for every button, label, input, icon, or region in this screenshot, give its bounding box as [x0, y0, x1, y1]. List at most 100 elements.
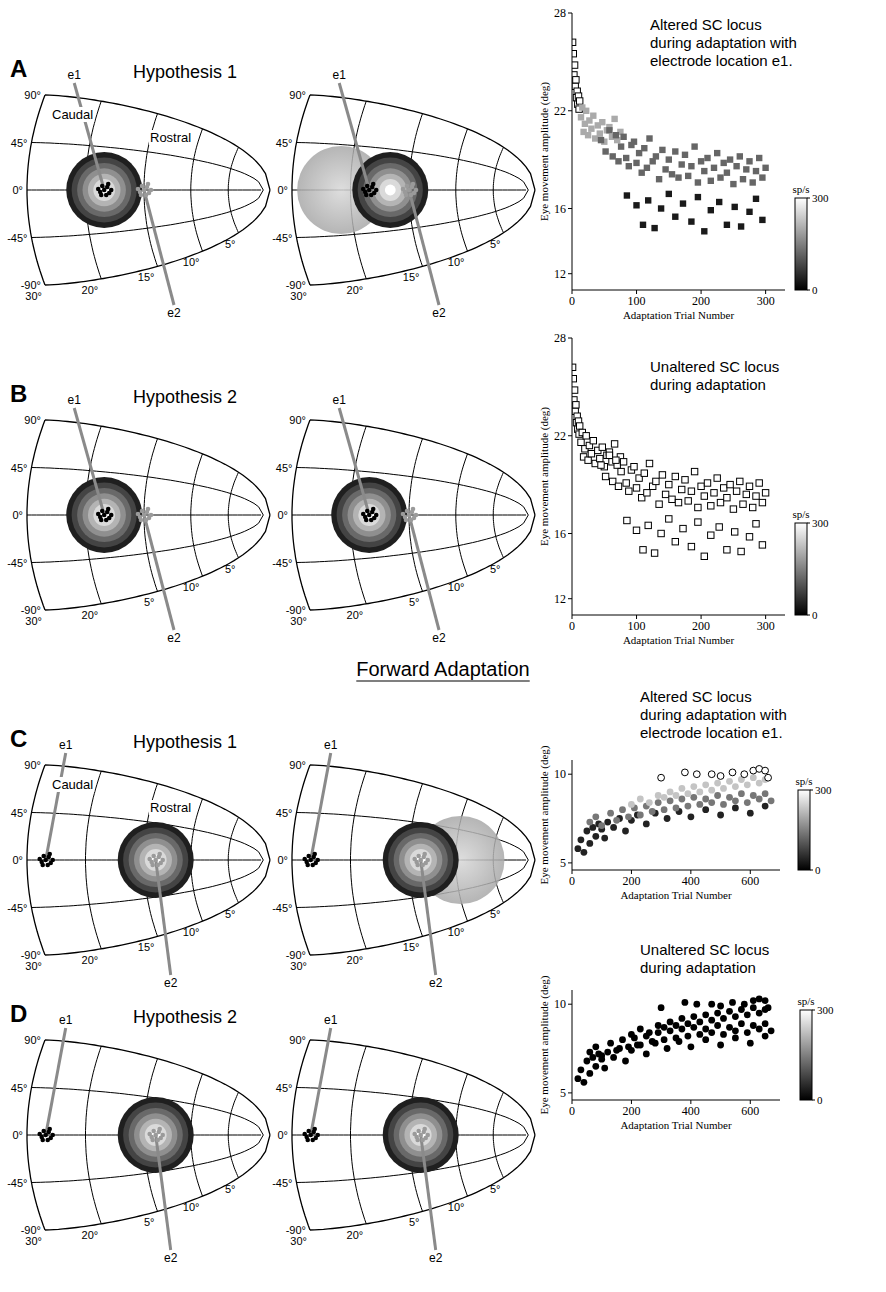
- amplitude-label: 5°: [490, 908, 501, 920]
- electrode: [156, 1135, 171, 1250]
- data-point: [623, 155, 629, 161]
- y-tick: [568, 338, 572, 339]
- x-tick-label: 300: [757, 619, 775, 633]
- data-point: [750, 504, 756, 510]
- annotation: electrode location e1.: [640, 724, 783, 741]
- data-point: [708, 787, 715, 794]
- data-point: [610, 153, 616, 159]
- colorbar-tick: [810, 870, 813, 871]
- y-tick-label: 16: [554, 202, 566, 216]
- data-point: [724, 170, 730, 176]
- recorded-neurons: [160, 858, 165, 863]
- data-point: [688, 163, 694, 169]
- recorded-neurons: [41, 854, 46, 859]
- amplitude-line: [191, 129, 203, 251]
- data-point: [724, 547, 730, 553]
- data-point: [584, 1058, 591, 1065]
- data-point: [675, 174, 681, 180]
- recorded-neurons: [99, 193, 104, 198]
- scatter-chart: 5100200400600Adaptation Trial NumberEye …: [538, 941, 834, 1131]
- data-point: [701, 168, 707, 174]
- activity-ring: [399, 838, 442, 881]
- data-point: [753, 168, 759, 174]
- activity-ring: [66, 152, 142, 228]
- recorded-neurons: [100, 509, 105, 514]
- amplitude-label: 10°: [183, 581, 200, 593]
- recorded-neurons: [140, 184, 145, 189]
- data-point: [658, 530, 664, 536]
- x-tick-label: 0: [569, 1104, 575, 1118]
- recorded-neurons: [361, 512, 366, 517]
- activity-ring: [134, 1113, 177, 1156]
- data-point: [762, 803, 769, 810]
- data-point: [756, 796, 763, 803]
- recorded-neurons: [96, 512, 101, 517]
- data-point: [646, 135, 652, 141]
- data-point: [620, 134, 626, 140]
- panel-title: Hypothesis 2: [133, 387, 237, 407]
- amplitude-label: 5°: [144, 596, 155, 608]
- recorded-neurons: [157, 852, 162, 857]
- data-point: [607, 810, 614, 817]
- activity-ring: [374, 174, 407, 207]
- colorbar-tick: [807, 290, 810, 291]
- data-point: [768, 797, 775, 804]
- data-point: [572, 364, 576, 370]
- activity-ring: [129, 833, 183, 887]
- data-point: [702, 806, 709, 813]
- recorded-neurons: [136, 187, 141, 192]
- data-point: [698, 483, 704, 489]
- activity-ring: [93, 504, 115, 526]
- electrode: [409, 190, 439, 305]
- data-point: [680, 525, 686, 531]
- heading-underline: [356, 680, 529, 681]
- colorbar-tick-label: 0: [812, 284, 818, 296]
- data-point: [738, 1020, 745, 1027]
- data-point: [607, 1040, 614, 1047]
- data-point: [756, 480, 762, 486]
- data-point: [584, 828, 591, 835]
- data-point: [688, 813, 695, 820]
- data-point: [667, 789, 674, 796]
- data-point: [759, 542, 765, 548]
- activity-ring: [353, 499, 386, 532]
- electrode: [46, 753, 66, 860]
- amplitude-line: [292, 420, 310, 610]
- data-point: [585, 457, 591, 463]
- data-point: [708, 178, 714, 184]
- colorbar-tick-label: 300: [815, 784, 832, 796]
- y-tick-label: 10: [554, 767, 566, 781]
- recorded-neurons: [414, 513, 419, 518]
- data-point: [662, 491, 668, 497]
- data-point: [669, 496, 675, 502]
- x-tick-label: 600: [741, 1104, 759, 1118]
- recorded-neurons: [404, 193, 409, 198]
- data-point: [701, 493, 707, 499]
- electrode-label: e1: [59, 1013, 73, 1027]
- colorbar: [800, 1010, 812, 1100]
- data-point: [682, 477, 688, 483]
- electrode-label: e2: [429, 976, 443, 990]
- direction-label: 45°: [11, 137, 28, 149]
- data-point: [637, 1042, 644, 1049]
- x-tick-label: 400: [682, 874, 700, 888]
- data-point: [640, 547, 646, 553]
- direction-label: -45°: [7, 902, 27, 914]
- data-point: [628, 1031, 635, 1038]
- recorded-neurons: [310, 1138, 315, 1143]
- data-point: [746, 483, 752, 489]
- orientation-label: Caudal: [52, 777, 93, 792]
- recorded-neurons: [306, 1129, 311, 1134]
- data-point: [720, 785, 727, 792]
- data-point: [682, 152, 688, 158]
- y-axis: [572, 990, 573, 1100]
- activity-ring: [379, 179, 401, 201]
- amplitude-label: 5°: [225, 908, 236, 920]
- y-tick: [568, 273, 572, 274]
- data-point: [701, 228, 707, 234]
- activity-ring: [134, 838, 177, 881]
- data-point: [740, 176, 746, 182]
- amplitude-label: 10°: [448, 1201, 465, 1213]
- data-point: [695, 194, 701, 200]
- data-point: [704, 155, 710, 161]
